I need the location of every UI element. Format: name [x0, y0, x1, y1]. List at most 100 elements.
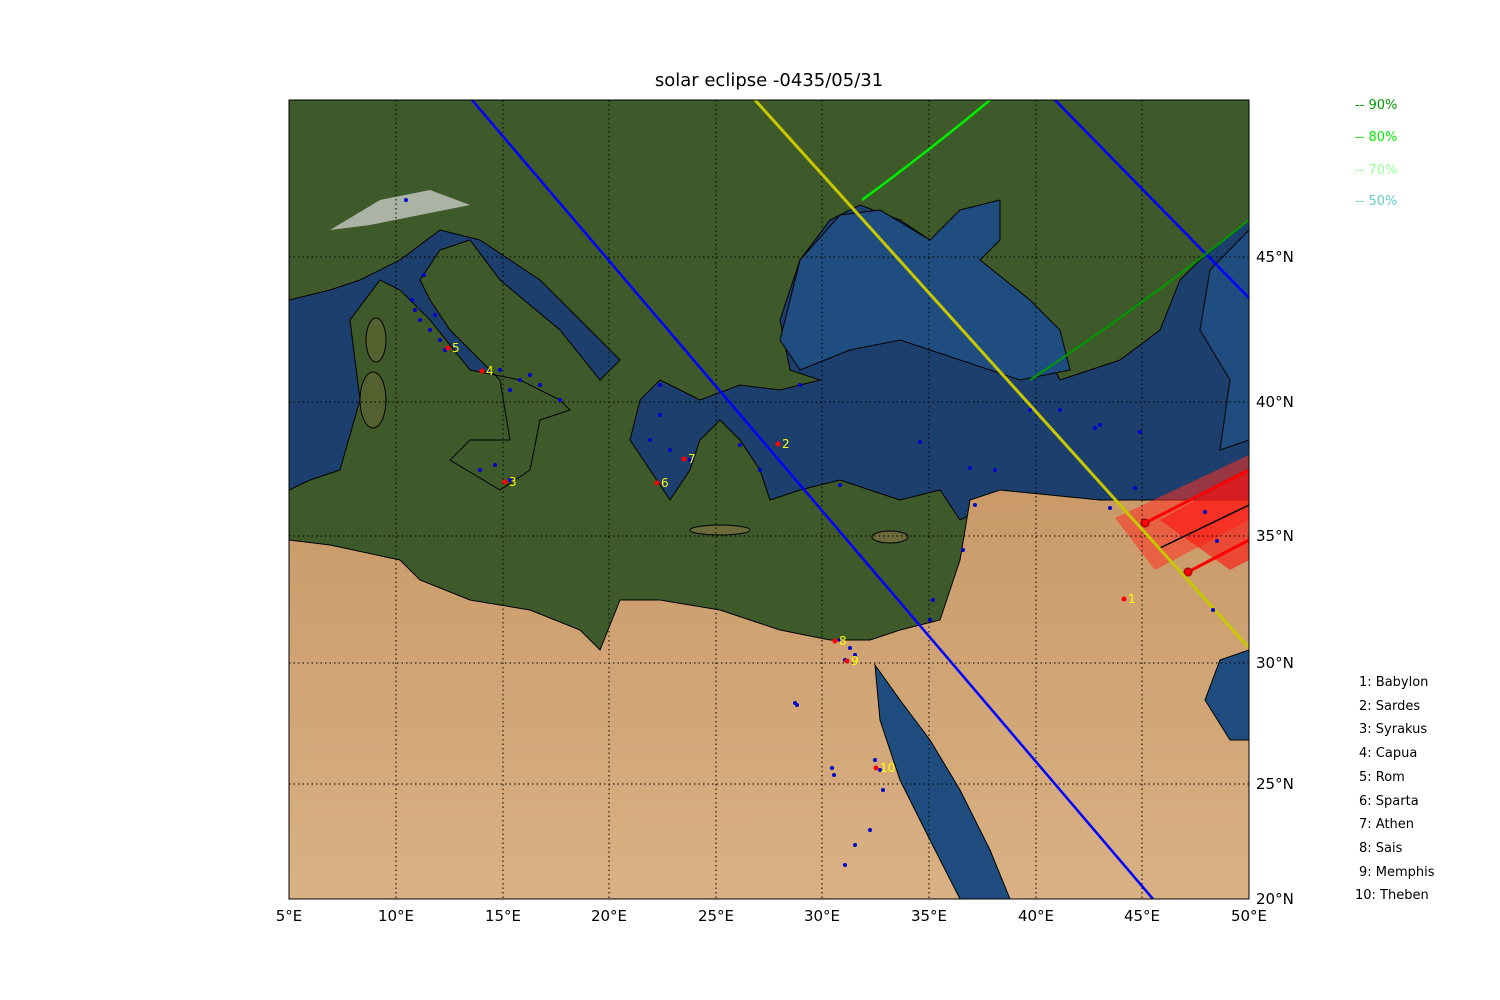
city-number-label: 6 [661, 476, 669, 490]
city-number-label: 1 [1128, 592, 1136, 606]
city-number-label: 4 [486, 364, 494, 378]
y-tick-label: 45°N [1256, 248, 1294, 266]
settlement-dot [433, 313, 437, 317]
crete [689, 524, 751, 536]
y-axis-ticks: 45°N 40°N 35°N 30°N 25°N 20°N [1256, 248, 1294, 908]
settlement-dot [418, 318, 422, 322]
x-tick-label: 45°E [1124, 907, 1160, 925]
y-tick-label: 25°N [1256, 775, 1294, 793]
alps [330, 190, 470, 230]
city-number-label: 7 [688, 452, 696, 466]
city-marker [775, 441, 781, 447]
settlement-dot [538, 383, 542, 387]
settlement-dot [838, 638, 842, 642]
settlement-dot [478, 468, 482, 472]
shadow-point [1183, 567, 1193, 577]
y-tick-label: 35°N [1256, 527, 1294, 545]
city-marker [844, 658, 850, 664]
corsica [365, 317, 387, 363]
x-tick-label: 35°E [911, 907, 947, 925]
settlement-dot [928, 618, 932, 622]
settlement-dot [853, 843, 857, 847]
x-tick-label: 10°E [378, 907, 414, 925]
city-marker [445, 345, 451, 351]
settlement-dot [795, 703, 799, 707]
settlement-dot [853, 653, 857, 657]
settlement-dot [1098, 423, 1102, 427]
x-tick-label: 30°E [804, 907, 840, 925]
y-tick-label: 40°N [1256, 393, 1294, 411]
settlement-dot [873, 758, 877, 762]
settlement-dot [498, 368, 502, 372]
eclipse-shadow [1115, 455, 1249, 577]
settlement-dot [658, 413, 662, 417]
settlement-dot [1138, 430, 1142, 434]
settlement-dot [493, 463, 497, 467]
legend-entry: -- 90% [1355, 98, 1398, 113]
settlement-dot [658, 383, 662, 387]
city-marker [479, 368, 485, 374]
city-number-label: 5 [452, 341, 460, 355]
shadow-area [1160, 470, 1249, 570]
city-list-item: 4: Capua [1359, 746, 1418, 762]
settlement-dot [648, 438, 652, 442]
settlement-dot [830, 766, 834, 770]
shadow-axis [1159, 504, 1249, 549]
settlement-dot [1203, 510, 1207, 514]
cyprus [871, 530, 909, 544]
x-tick-label: 40°E [1018, 907, 1054, 925]
settlement-dot [428, 328, 432, 332]
settlement-dot [1093, 426, 1097, 430]
settlement-dot [1133, 486, 1137, 490]
settlement-dot [558, 398, 562, 402]
map-frame [288, 99, 1250, 900]
city-labels: 1 2 3 4 5 6 7 89 10 [445, 341, 1136, 775]
city-list-item: 5: Rom [1359, 769, 1405, 785]
settlement-dot [798, 383, 802, 387]
settlement-dot [918, 440, 922, 444]
settlement-dot [528, 373, 532, 377]
settlement-dot [1028, 408, 1032, 412]
settlement-dot [878, 768, 882, 772]
persian-gulf [1204, 649, 1249, 741]
city-marker [681, 456, 687, 462]
city-list-item: 8: Sais [1359, 840, 1403, 856]
settlement-dot [1215, 539, 1219, 543]
settlement-dot [1058, 408, 1062, 412]
red-sea [874, 663, 1011, 899]
settlement-dot [688, 458, 692, 462]
city-number-label: 3 [509, 475, 517, 489]
city-marker [832, 638, 838, 644]
city-list-item: 7: Athen [1359, 817, 1415, 833]
magnitude-90-line [1029, 219, 1249, 381]
city-marker [1121, 596, 1127, 602]
settlement-dot [838, 483, 842, 487]
legend-entry: -- 50% [1355, 194, 1398, 209]
city-list-item: 6: Sparta [1359, 793, 1419, 809]
x-tick-label: 5°E [276, 907, 303, 925]
city-list-item: 2: Sardes [1359, 698, 1421, 714]
sardinia [359, 371, 387, 429]
magnitude-80-line [861, 100, 991, 202]
settlement-dot [508, 478, 512, 482]
settlement-dot [868, 828, 872, 832]
settlement-dot [848, 646, 852, 650]
city-list-item: 3: Syrakus [1359, 722, 1428, 738]
settlement-dot [993, 468, 997, 472]
settlement-dot [508, 388, 512, 392]
legend-entry: -- 80% [1355, 130, 1398, 145]
settlement-dot [738, 443, 742, 447]
settlement-dot [410, 298, 414, 302]
settlement-dot [931, 598, 935, 602]
city-number-label: 9 [851, 654, 859, 668]
settlement-dot [422, 273, 426, 277]
shadow-edge [1187, 538, 1249, 574]
city-list-item: 9: Memphis [1359, 864, 1435, 880]
y-tick-label: 30°N [1256, 654, 1294, 672]
y-tick-label: 20°N [1256, 890, 1294, 908]
shadow-edge [1144, 468, 1249, 525]
city-number-label: 10 [880, 761, 895, 775]
land-africa [289, 489, 1249, 899]
